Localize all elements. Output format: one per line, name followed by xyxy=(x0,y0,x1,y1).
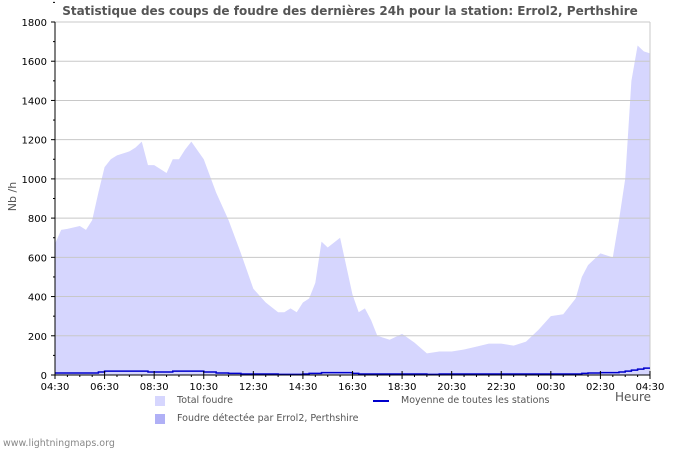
y-tick-label: 1600 xyxy=(22,57,47,68)
legend-total-label: Total foudre xyxy=(177,395,233,406)
y-axis-label: Nb /h xyxy=(6,181,20,212)
x-tick-label: 18:30 xyxy=(388,382,417,393)
total-lightning-area xyxy=(55,45,650,376)
source-link[interactable]: www.lightningmaps.org xyxy=(3,438,115,449)
average-line xyxy=(55,367,650,376)
x-tick-label: 16:30 xyxy=(338,382,367,393)
legend-average: Moyenne de toutes les stations xyxy=(373,395,549,406)
legend-station-label: Foudre détectée par Errol2, Perthshire xyxy=(177,413,359,424)
x-tick-label: 20:30 xyxy=(437,382,466,393)
x-tick-label: 04:30 xyxy=(636,382,665,393)
x-tick-label: 04:30 xyxy=(41,382,70,393)
legend-station: Foudre détectée par Errol2, Perthshire xyxy=(155,413,358,424)
y-tick-label: 1800 xyxy=(22,18,47,29)
y-tick-label: 1200 xyxy=(22,136,47,147)
legend-average-label: Moyenne de toutes les stations xyxy=(401,395,550,406)
x-tick-label: 22:30 xyxy=(487,382,516,393)
y-tick-label: 1000 xyxy=(22,175,47,186)
x-tick-label: 06:30 xyxy=(90,382,119,393)
x-tick-label: 10:30 xyxy=(189,382,218,393)
chart-title: Statistique des coups de foudre des dern… xyxy=(62,4,638,18)
y-tick-label: 400 xyxy=(28,293,47,304)
y-tick-label: 1400 xyxy=(22,96,47,107)
x-tick-label: 00:30 xyxy=(536,382,565,393)
x-tick-label: 14:30 xyxy=(289,382,318,393)
x-tick-label: 02:30 xyxy=(586,382,615,393)
legend-total-swatch xyxy=(155,395,165,406)
legend-station-swatch xyxy=(155,413,165,424)
y-tick-label: 0 xyxy=(41,371,47,382)
y-tick-label: 200 xyxy=(28,332,47,343)
x-tick-label: 12:30 xyxy=(239,382,268,393)
legend-average-swatch xyxy=(373,399,389,402)
x-tick-label: 08:30 xyxy=(140,382,169,393)
legend-total: Total foudre xyxy=(155,395,233,406)
y-tick-label: 600 xyxy=(28,253,47,264)
x-axis-label: Heure xyxy=(615,390,652,404)
y-tick-label: 800 xyxy=(28,214,47,225)
